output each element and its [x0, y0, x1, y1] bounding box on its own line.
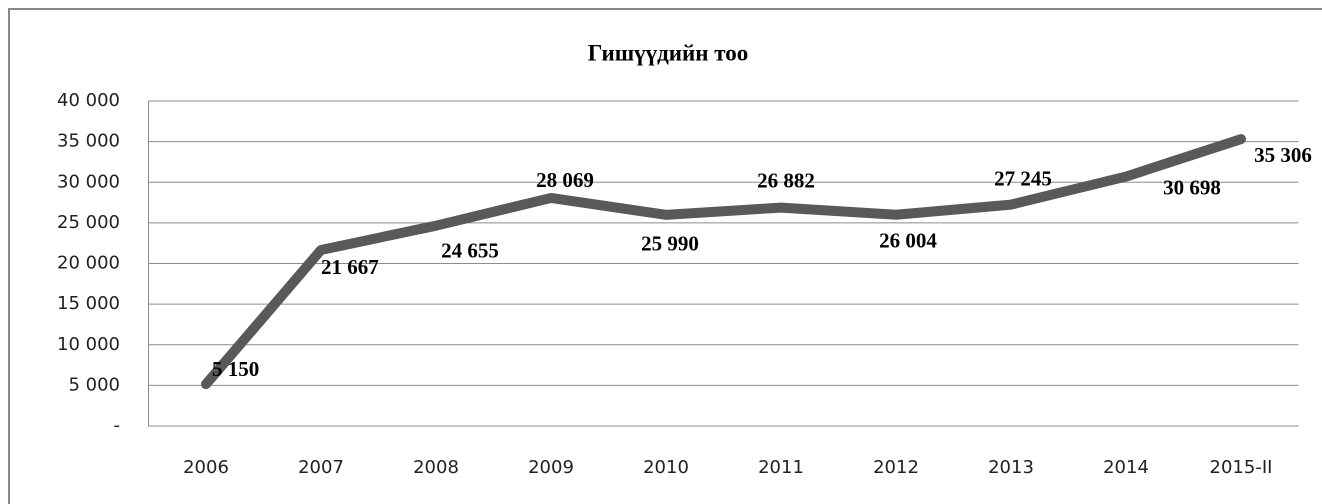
y-tick-label: -: [114, 415, 121, 436]
x-tick-label: 2008: [413, 457, 459, 478]
line-series: [201, 134, 1246, 390]
x-tick-label: 2009: [528, 457, 574, 478]
y-tick-label: 35 000: [57, 131, 120, 152]
data-label: 28 069: [536, 168, 594, 192]
x-tick-label: 2010: [643, 457, 689, 478]
data-label: 26 004: [879, 229, 937, 253]
chart-title: Гишүүдийн тоо: [588, 40, 749, 65]
x-tick-label: 2015-II: [1210, 457, 1273, 478]
data-label: 30 698: [1163, 175, 1221, 199]
x-tick-label: 2012: [873, 457, 919, 478]
x-tick-label: 2011: [758, 457, 804, 478]
data-label: 35 306: [1254, 143, 1312, 167]
data-label: 21 667: [321, 255, 379, 279]
data-label: 24 655: [441, 238, 499, 262]
y-tick-label: 5 000: [68, 374, 120, 395]
y-tick-label: 30 000: [57, 171, 120, 192]
x-tick-label: 2014: [1103, 457, 1149, 478]
y-tick-label: 15 000: [57, 293, 120, 314]
y-tick-label: 10 000: [57, 334, 120, 355]
y-tick-label: 40 000: [57, 90, 120, 111]
data-label: 25 990: [641, 232, 699, 256]
y-tick-label: 25 000: [57, 212, 120, 233]
data-label: 5 150: [212, 357, 259, 381]
x-tick-label: 2006: [183, 457, 229, 478]
y-tick-label: 20 000: [57, 253, 120, 274]
x-tick-label: 2013: [988, 457, 1034, 478]
data-label: 27 245: [994, 166, 1052, 190]
x-tick-label: 2007: [298, 457, 344, 478]
chart-frame: [8, 8, 1322, 504]
data-label: 26 882: [757, 168, 815, 192]
